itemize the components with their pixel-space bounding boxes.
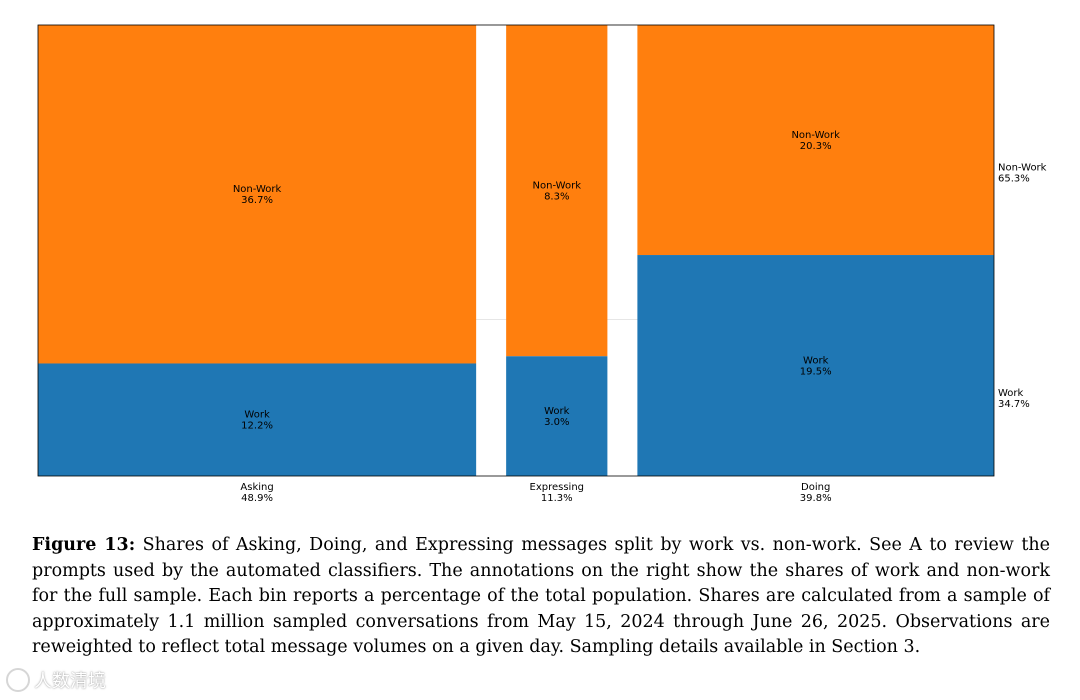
bar-label-asking-non-work-value: 36.7% (241, 195, 273, 206)
mosaic-chart: Non-Work 36.7% Work 12.2% Asking 48.9% Non-Wor… (37, 24, 1047, 504)
bar-label-asking-work-name: Work (244, 410, 270, 421)
right-annotation-work-name: Work (998, 388, 1024, 399)
plot-frame (37, 24, 995, 477)
bar-asking-work (38, 363, 477, 476)
x-tick-asking-share: 48.9% (241, 493, 273, 504)
x-tick-expressing-share: 11.3% (541, 493, 573, 504)
watermark-text: 人数清境 (34, 671, 106, 692)
bar-doing-non-work (637, 25, 994, 256)
watermark-logo-icon (6, 668, 30, 692)
bar-doing-work (637, 255, 994, 476)
bar-label-asking-non-work-name: Non-Work (233, 184, 282, 195)
bar-label-expressing-work-name: Work (544, 406, 570, 417)
watermark: 人数清境 (6, 666, 106, 694)
bar-expressing-non-work (506, 25, 608, 357)
bar-label-expressing-non-work-name: Non-Work (533, 181, 582, 192)
x-tick-doing-share: 39.8% (800, 493, 832, 504)
bar-label-doing-non-work-value: 20.3% (800, 141, 832, 152)
bar-asking-non-work (38, 25, 477, 364)
bar-label-doing-work-value: 19.5% (800, 367, 832, 378)
bar-label-doing-non-work-name: Non-Work (791, 130, 840, 141)
x-tick-asking-name: Asking (240, 482, 273, 493)
right-annotation-work-value: 34.7% (998, 399, 1030, 410)
bar-label-expressing-non-work-value: 8.3% (544, 192, 569, 203)
caption-text: Shares of Asking, Doing, and Expressing … (32, 535, 1050, 657)
right-annotation-non-work-value: 65.3% (998, 173, 1030, 184)
bar-label-asking-work-value: 12.2% (241, 421, 273, 432)
mosaic-svg: Non-Work36.7%Work12.2%Asking48.9%Non-Wor… (37, 24, 1047, 504)
figure-label: Figure 13: (32, 535, 136, 555)
right-annotation-non-work-name: Non-Work (998, 162, 1047, 173)
figure-caption: Figure 13: Shares of Asking, Doing, and … (32, 533, 1050, 661)
bar-label-expressing-work-value: 3.0% (544, 417, 569, 428)
bar-expressing-work (506, 356, 608, 476)
bar-label-doing-work-name: Work (803, 356, 829, 367)
x-tick-doing-name: Doing (801, 482, 830, 493)
x-tick-expressing-name: Expressing (530, 482, 585, 493)
